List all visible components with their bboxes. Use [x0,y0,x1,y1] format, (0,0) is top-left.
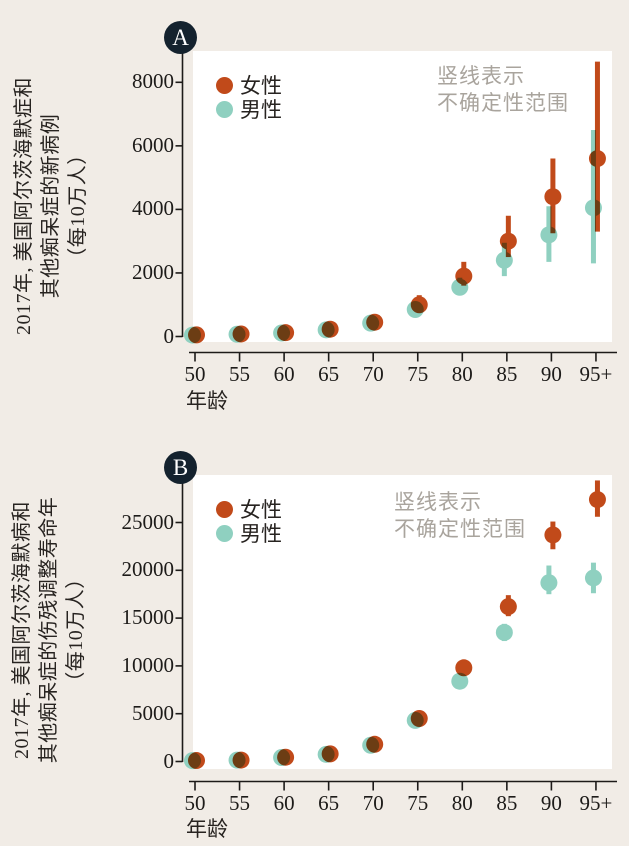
panel-b-point-male-80 [451,672,469,690]
panel-a-x-tick-label: 80 [451,362,473,386]
panel-a-legend-label-female: 女性 [240,74,282,98]
panel-b-point-female-75 [410,709,428,727]
panel-a-x-tick-label: 90 [540,362,562,386]
panel-b-legend-label-female: 女性 [240,498,282,522]
male-series-dot-icon [216,524,233,542]
panel-a-x-tick-label: 55 [229,362,251,386]
panel-a-x-tick-label: 50 [184,362,206,386]
panel-a-y-tick-label: 6000 [132,132,174,157]
panel-b-point-female-50 [188,752,205,770]
panel-b-x-tick-label: 85 [496,791,518,815]
panel-b-y-tick-label: 10000 [121,652,175,677]
panel-a-plot-area [193,51,612,342]
panel-b-y-tick-label: 0 [163,748,175,773]
panel-b-point-female-55 [232,751,250,769]
panel-b-series-male [184,562,602,770]
panel-a-x-tick-label: 70 [362,362,384,386]
panel-b-y-tick-label: 5000 [132,700,174,725]
panel-b-point-female-85 [499,598,517,616]
panel-a-point-female-50 [188,326,205,344]
female-series-dot-icon [216,76,233,94]
panel-a-x-tick-label: 95+ [579,362,613,386]
panel-b-point-male-85 [495,623,513,641]
panel-b-x-tick-label: 55 [229,791,251,815]
panel-b-uncertainty-note-line2: 不确定性范围 [394,517,526,541]
panel-a-x-axis-title: 年龄 [186,389,228,413]
panel-b-point-male-90 [540,574,558,592]
panel-b-x-tick-label: 95+ [579,791,613,815]
panel-a-uncertainty-note-line1: 竖线表示 [437,64,525,88]
panel-b-badge-letter: B [172,454,189,480]
panel-b-x-tick-label: 80 [451,791,473,815]
panel-b-x-tick-label: 50 [184,791,206,815]
panel-b-badge: B [164,451,197,484]
panel-b-y-tick-label: 25000 [121,509,175,534]
panel-a-x-tick-label: 85 [496,362,518,386]
panel-b-point-male-95+ [584,569,602,587]
panel-a-x-tick-label: 65 [318,362,340,386]
panel-a-point-female-60 [277,324,295,342]
panel-a-y-tick-label: 8000 [132,69,174,94]
panel-a-badge: A [164,21,197,54]
panel-a-legend-item-female: 女性 [216,73,282,98]
male-series-dot-icon [216,100,233,118]
panel-a-uncertainty-note-line2: 不确定性范围 [437,91,569,115]
panel-a-point-female-95+ [588,150,606,168]
panel-a-point-female-75 [410,296,428,314]
panel-b-plot-area [193,475,612,769]
panel-b-point-female-90 [544,526,562,544]
panel-a-point-female-55 [232,325,250,343]
panel-b-point-female-65 [321,745,339,763]
panel-a-point-female-90 [544,188,562,206]
panel-b-legend-label-male: 男性 [240,522,282,546]
panel-b-uncertainty-note-line1: 竖线表示 [394,490,482,514]
panel-a-y-tick-label: 2000 [132,259,174,284]
panel-a-x-tick-label: 75 [407,362,429,386]
panel-a-point-female-85 [499,232,517,250]
panel-a-badge-letter: A [172,24,189,50]
panel-a-y-tick-label: 4000 [132,196,174,221]
panel-a-legend: 女性 男性 [216,73,282,122]
panel-b-x-tick-label: 60 [273,791,295,815]
panel-a-legend-item-male: 男性 [216,97,282,122]
panel-b-point-female-60 [277,748,295,766]
panel-a-point-female-65 [321,320,339,338]
panel-b-x-tick-label: 65 [318,791,340,815]
panel-b-point-female-70 [366,735,384,753]
panel-b-series-female [188,480,606,770]
panel-b-legend-item-male: 男性 [216,521,282,546]
panel-b-x-axis-title: 年龄 [186,817,228,841]
panel-b-y-tick-label: 20000 [121,557,175,582]
panel-b-point-female-95+ [588,491,606,509]
panel-a-x-tick-label: 60 [273,362,295,386]
panel-b-x-tick-label: 70 [362,791,384,815]
female-series-dot-icon [216,500,233,518]
panel-b-legend-item-female: 女性 [216,497,282,522]
panel-b-point-female-80 [455,659,473,677]
panel-b-legend: 女性 男性 [216,497,282,546]
panel-a-point-female-80 [455,267,473,285]
panel-b-y-tick-label: 15000 [121,605,175,630]
panel-b-x-tick-label: 90 [540,791,562,815]
panel-a-point-female-70 [366,313,384,331]
panel-a-uncertainty-note: 竖线表示 不确定性范围 [437,63,569,117]
panel-a-series-male [184,129,602,344]
panel-a-y-tick-label: 0 [163,323,175,348]
panel-b-x-tick-label: 75 [407,791,429,815]
panel-a-series-female [188,61,606,344]
panel-b-uncertainty-note: 竖线表示 不确定性范围 [394,489,526,543]
panel-a-legend-label-male: 男性 [240,98,282,122]
